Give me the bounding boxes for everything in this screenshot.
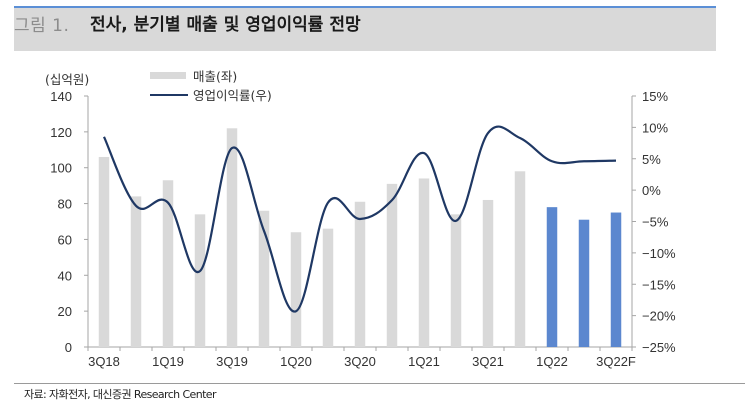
- left-axis-label: 0: [65, 340, 72, 355]
- bar-3Q21: [482, 199, 494, 347]
- x-axis-label: 3Q21: [472, 354, 504, 369]
- bar-2Q20: [322, 228, 334, 347]
- right-axis-label: −15%: [642, 277, 676, 292]
- bar-2Q22: [578, 219, 590, 347]
- bar-1Q22: [546, 207, 558, 347]
- x-axis-label: 3Q18: [88, 354, 120, 369]
- bar-1Q21: [418, 178, 430, 347]
- figure-number: 그림 1.: [14, 16, 70, 36]
- bar-1Q19: [162, 180, 174, 347]
- x-axis-label: 1Q19: [152, 354, 184, 369]
- bar-3Q20: [354, 201, 366, 347]
- left-axis-label: 60: [58, 232, 72, 247]
- left-axis-label: 40: [58, 268, 72, 283]
- left-axis-label: 80: [58, 197, 72, 212]
- bar-4Q18: [130, 196, 142, 347]
- x-axis-label: 3Q22F: [596, 354, 636, 369]
- right-axis-label: 0%: [642, 183, 661, 198]
- figure-title: 전사, 분기별 매출 및 영업이익률 전망: [90, 15, 361, 35]
- legend-item-sales: 매출(좌): [193, 69, 237, 84]
- combo-chart: 0 20 40 60 80 100 120 140 −25% −20% −15% −10% −5% 0% 5…: [45, 69, 676, 369]
- right-axis-label: 15%: [642, 89, 668, 104]
- right-axis-label: −20%: [642, 309, 676, 324]
- right-axis-label: −10%: [642, 246, 676, 261]
- bar-2Q21: [450, 214, 462, 347]
- bar-3Q18: [98, 156, 110, 347]
- bar-3Q22F: [610, 212, 622, 347]
- left-axis-label: 140: [50, 89, 72, 104]
- bar-2Q19: [194, 214, 206, 347]
- source-divider: [14, 383, 745, 384]
- left-axis-label: 20: [58, 304, 72, 319]
- figure-header: [14, 6, 716, 51]
- legend-bar-swatch: [150, 72, 186, 79]
- operating-margin-line: [103, 125, 617, 313]
- left-axis-label: 120: [50, 125, 72, 140]
- x-axis-label: 1Q20: [280, 354, 312, 369]
- right-axis-label: 5%: [642, 152, 661, 167]
- bar-3Q19: [226, 128, 238, 347]
- x-axis-label: 1Q21: [408, 354, 440, 369]
- x-axis-label: 1Q22: [536, 354, 568, 369]
- right-axis-label: −5%: [642, 215, 669, 230]
- bar-4Q21: [514, 171, 526, 347]
- bar-4Q20: [386, 183, 398, 347]
- bar-1Q20: [290, 232, 302, 347]
- legend-item-margin: 영업이익률(우): [193, 88, 272, 103]
- x-axis-label: 3Q19: [216, 354, 248, 369]
- source-note: 자료: 자화전자, 대신증권 Research Center: [24, 388, 216, 401]
- right-axis-label: −25%: [642, 340, 676, 355]
- right-axis-label: 10%: [642, 120, 668, 135]
- bar-4Q19: [258, 210, 270, 347]
- left-axis-unit: (십억원): [45, 72, 89, 87]
- x-axis-label: 3Q20: [344, 354, 376, 369]
- left-axis-label: 100: [50, 161, 72, 176]
